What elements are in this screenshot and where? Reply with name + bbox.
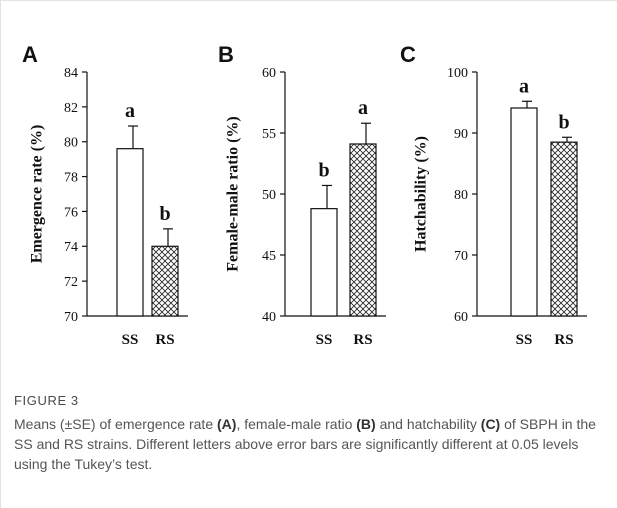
caption-part: and hatchability <box>375 416 481 432</box>
caption-part: of SBPH in the SS and RS strains. Differ… <box>14 416 596 472</box>
y-tick-label: 70 <box>64 310 78 325</box>
significance-letter: b <box>558 111 569 133</box>
category-label: SS <box>122 332 139 348</box>
bar-rs <box>349 143 377 317</box>
y-tick-label: 70 <box>454 249 468 264</box>
category-label: SS <box>316 332 333 348</box>
y-tick-label: 74 <box>64 240 78 255</box>
panel-letter: C <box>400 42 416 67</box>
y-tick-label: 50 <box>262 188 276 203</box>
y-tick-label: 40 <box>262 310 276 325</box>
figure-charts: A Emergence rate (%) 70 72 74 76 78 80 82 84 a SS b R… <box>22 42 587 348</box>
category-label: RS <box>554 332 573 348</box>
y-tick-label: 80 <box>454 188 468 203</box>
significance-letter: a <box>125 100 135 122</box>
y-tick-label: 76 <box>64 205 78 220</box>
significance-letter: a <box>519 75 529 97</box>
caption-part: , female-male ratio <box>236 416 357 432</box>
caption-part: (C) <box>480 416 501 432</box>
y-tick-label: 60 <box>454 310 468 325</box>
significance-letter: a <box>358 97 368 119</box>
caption-text: Means (±SE) of emergence rate (A), femal… <box>14 414 604 474</box>
y-axis-label: Female-male ratio (%) <box>225 116 242 271</box>
caption-label: FIGURE 3 <box>14 393 79 408</box>
panel-a: A Emergence rate (%) 70 72 74 76 78 80 82 84 a SS b R… <box>22 42 188 348</box>
y-tick-label: 55 <box>262 127 276 142</box>
caption-part: Means (±SE) of emergence rate <box>14 416 217 432</box>
figure-caption: FIGURE 3 Means (±SE) of emergence rate (… <box>14 393 604 474</box>
y-tick-label: 84 <box>64 66 78 81</box>
bar-ss <box>310 208 338 317</box>
bar-rs <box>151 245 179 317</box>
y-tick-label: 100 <box>447 66 468 81</box>
bar-rs <box>550 141 578 317</box>
y-tick-label: 60 <box>262 66 276 81</box>
significance-letter: b <box>318 159 329 181</box>
caption-part: (A) <box>217 416 237 432</box>
panel-letter: B <box>218 42 234 67</box>
panel-b: B Female-male ratio (%) 40 45 50 55 60 b SS a RS <box>218 42 386 348</box>
y-tick-label: 72 <box>64 275 78 290</box>
y-axis-label: Hatchability (%) <box>413 136 430 252</box>
caption-part: (B) <box>356 416 376 432</box>
panel-c: C Hatchability (%) 60 70 80 90 100 a SS b RS <box>400 42 587 348</box>
panel-letter: A <box>22 42 38 67</box>
category-label: SS <box>516 332 533 348</box>
y-axis-label: Emergence rate (%) <box>29 125 46 264</box>
y-tick-label: 80 <box>64 136 78 151</box>
bar-ss <box>116 148 144 317</box>
category-label: RS <box>353 332 372 348</box>
y-tick-label: 82 <box>64 101 78 116</box>
significance-letter: b <box>159 203 170 225</box>
y-tick-label: 78 <box>64 170 78 185</box>
y-tick-label: 45 <box>262 249 276 264</box>
y-tick-label: 90 <box>454 127 468 142</box>
bar-ss <box>510 107 538 317</box>
category-label: RS <box>155 332 174 348</box>
